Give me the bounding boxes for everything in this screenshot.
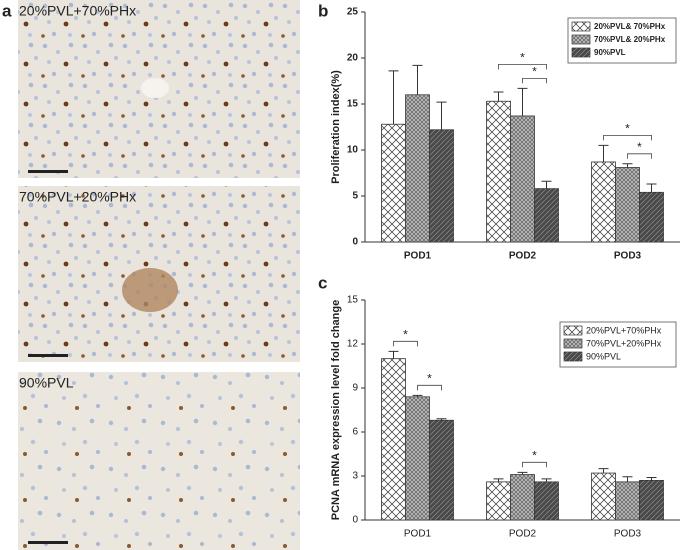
error-bar — [412, 64, 423, 95]
significance-bracket — [603, 135, 652, 141]
error-bar — [646, 476, 657, 481]
error-bar — [436, 101, 447, 130]
panel-label: c — [318, 273, 327, 292]
y-tick-label: 6 — [352, 427, 358, 438]
bar-hatch — [381, 124, 406, 242]
error-bar — [388, 70, 399, 125]
panel-label: b — [318, 1, 328, 20]
y-tick-label: 20 — [347, 53, 359, 64]
bar-hatch — [510, 115, 535, 242]
significance-bracket — [522, 77, 547, 84]
legend-label: 70%PVL+20%PHx — [586, 338, 662, 348]
significance-label: * — [532, 65, 537, 79]
image-label: 20%PVL+70%PHx — [19, 3, 136, 19]
micrograph — [18, 372, 300, 550]
x-tick-label: POD2 — [509, 251, 537, 262]
x-tick-label: POD1 — [404, 251, 432, 262]
significance-label: * — [637, 140, 642, 154]
y-tick-label: 15 — [347, 99, 359, 110]
y-tick-label: 25 — [347, 7, 359, 18]
bar-hatch — [429, 420, 454, 520]
y-tick-label: 3 — [352, 471, 358, 482]
bar-hatch — [381, 358, 406, 520]
bar-hatch — [639, 192, 664, 242]
significance-label: * — [403, 328, 408, 342]
error-bar — [646, 183, 657, 193]
error-bar — [541, 180, 552, 189]
legend-hatch — [572, 35, 590, 44]
image-label: 90%PVL — [19, 375, 74, 391]
legend-hatch — [572, 48, 590, 57]
significance-bracket — [417, 384, 442, 391]
significance-label: * — [427, 372, 432, 386]
significance-bracket — [393, 340, 418, 347]
legend-hatch — [564, 352, 582, 361]
bar-hatch — [615, 167, 640, 242]
x-tick-label: POD3 — [614, 251, 642, 262]
scale-bar — [28, 354, 68, 357]
error-bar — [493, 91, 504, 102]
legend-hatch — [572, 22, 590, 31]
legend-label: 90%PVL — [586, 351, 621, 361]
x-tick-label: POD2 — [509, 529, 537, 540]
significance-label: * — [520, 51, 525, 65]
bar-hatch — [591, 161, 616, 242]
scale-bar — [28, 170, 68, 173]
y-tick-label: 12 — [347, 339, 359, 350]
bar-hatch — [510, 474, 535, 520]
significance-label: * — [625, 122, 630, 136]
bar-hatch — [486, 101, 511, 243]
y-tick-label: 15 — [347, 295, 359, 306]
significance-bracket — [498, 63, 547, 70]
error-bar — [493, 478, 504, 482]
error-bar — [598, 468, 609, 474]
error-bar — [412, 394, 423, 397]
legend-label: 20%PVL& 70%PHx — [594, 22, 666, 31]
error-bar — [622, 476, 633, 482]
error-bar — [598, 144, 609, 162]
error-bar — [436, 418, 447, 421]
y-axis-label: PCNA mRNA expression level fold change — [330, 300, 342, 520]
error-bar — [517, 87, 528, 116]
bar-hatch — [639, 480, 664, 520]
bar-hatch — [405, 94, 430, 242]
significance-label: * — [532, 449, 537, 463]
error-bar — [541, 478, 552, 482]
x-tick-label: POD3 — [614, 529, 642, 540]
bar-hatch — [534, 188, 559, 242]
bar-hatch — [534, 481, 559, 520]
y-tick-label: 0 — [352, 515, 358, 526]
y-tick-label: 0 — [352, 237, 358, 248]
y-tick-label: 5 — [352, 191, 358, 202]
legend-label: 20%PVL+70%PHx — [586, 325, 662, 335]
bar-hatch — [405, 396, 430, 520]
error-bar — [517, 471, 528, 475]
legend-hatch — [564, 326, 582, 335]
error-bar — [622, 163, 633, 168]
y-axis-label: Proliferation index(%) — [330, 70, 342, 184]
legend-hatch — [564, 339, 582, 348]
y-tick-label: 10 — [347, 145, 359, 156]
legend-label: 90%PVL — [594, 48, 626, 57]
error-bar — [388, 350, 399, 359]
bar-hatch — [615, 481, 640, 520]
scale-bar — [28, 541, 68, 544]
vessel — [141, 78, 169, 98]
bar-hatch — [591, 473, 616, 520]
significance-bracket — [522, 461, 547, 468]
bar-hatch — [486, 481, 511, 520]
bar-hatch — [429, 129, 454, 242]
x-tick-label: POD1 — [404, 529, 432, 540]
image-label: 70%PVL+20%PHx — [19, 189, 136, 205]
panel-label: a — [2, 1, 12, 20]
legend-label: 70%PVL& 20%PHx — [594, 35, 666, 44]
vessel — [122, 268, 178, 312]
y-tick-label: 9 — [352, 383, 358, 394]
significance-bracket — [627, 153, 652, 159]
